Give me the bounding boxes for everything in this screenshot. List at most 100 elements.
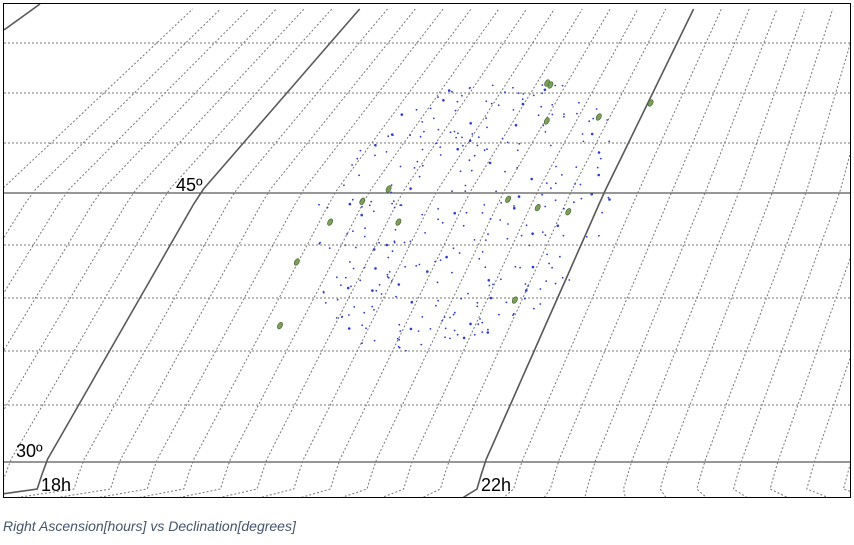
blue-point: [580, 197, 583, 200]
blue-point: [456, 333, 459, 336]
blue-point: [392, 200, 395, 203]
blue-point: [484, 266, 487, 269]
green-point: [565, 208, 572, 216]
blue-point: [596, 166, 599, 169]
green-point: [277, 321, 283, 330]
blue-point: [501, 137, 504, 140]
ra-minor-meridian: [4, 8, 277, 352]
ra-minor-meridian: [17, 8, 388, 497]
blue-point: [527, 285, 529, 287]
blue-point: [512, 86, 514, 89]
blue-point: [581, 133, 584, 135]
blue-point: [551, 104, 554, 106]
blue-point: [456, 100, 459, 103]
blue-point: [489, 218, 492, 221]
blue-point: [461, 94, 463, 97]
blue-point: [391, 250, 394, 253]
blue-point: [467, 292, 469, 295]
blue-point: [498, 313, 500, 316]
blue-point: [532, 94, 535, 97]
blue-point: [378, 241, 380, 244]
blue-point: [375, 289, 378, 292]
blue-point: [385, 151, 388, 153]
blue-point: [598, 234, 600, 237]
blue-point: [490, 102, 493, 105]
blue-point: [373, 339, 376, 342]
blue-point: [545, 182, 548, 185]
blue-point: [395, 295, 397, 298]
blue-point: [348, 314, 350, 316]
ra-minor-meridian: [138, 8, 472, 497]
blue-point: [477, 136, 480, 139]
blue-point: [542, 124, 545, 127]
green-point: [647, 99, 654, 107]
ra-minor-meridian: [219, 8, 528, 497]
blue-point: [554, 84, 557, 87]
blue-point: [531, 232, 534, 235]
blue-point: [415, 264, 418, 267]
blue-point: [488, 161, 492, 165]
blue-point: [444, 327, 447, 330]
blue-point: [336, 298, 339, 301]
blue-point: [449, 131, 452, 134]
ra-minor-meridian: [544, 8, 750, 497]
blue-point: [488, 284, 491, 287]
blue-point: [437, 96, 439, 98]
ra-minor-meridian: [4, 8, 249, 294]
blue-point: [541, 231, 544, 234]
ra-major-meridian: [4, 4, 41, 31]
blue-point: [409, 240, 412, 243]
blue-point: [436, 281, 439, 284]
blue-point: [597, 173, 600, 177]
blue-point: [416, 160, 419, 163]
blue-point: [562, 234, 565, 237]
declination-gridlines: [4, 42, 850, 463]
blue-point: [559, 255, 561, 258]
blue-point: [541, 92, 543, 95]
blue-point: [359, 149, 362, 152]
blue-point: [398, 338, 401, 341]
blue-point: [421, 213, 424, 216]
ra-minor-meridian: [696, 42, 850, 497]
blue-point: [405, 349, 407, 352]
dec-label-30: 30º: [16, 441, 43, 461]
blue-point: [390, 191, 392, 194]
blue-point: [398, 323, 401, 326]
blue-point: [364, 227, 366, 230]
blue-point: [524, 283, 527, 285]
blue-point: [521, 98, 524, 101]
blue-point: [447, 89, 451, 92]
blue-point: [469, 86, 471, 89]
blue-point: [574, 183, 576, 185]
blue-point: [396, 337, 399, 340]
blue-point: [537, 114, 540, 117]
blue-point: [481, 331, 484, 333]
blue-point: [363, 266, 366, 269]
blue-point: [453, 130, 456, 133]
blue-point: [322, 291, 325, 294]
blue-point: [487, 328, 489, 331]
blue-point: [350, 285, 352, 288]
blue-point: [393, 206, 396, 209]
blue-point: [517, 195, 521, 198]
blue-point: [473, 154, 476, 157]
blue-point: [485, 117, 487, 120]
blue-point: [349, 261, 351, 263]
blue-point: [397, 283, 401, 286]
blue-point: [513, 206, 516, 210]
ra-minor-meridian: [584, 8, 778, 497]
blue-point: [346, 286, 350, 290]
ra-minor-meridian: [341, 8, 611, 497]
blue-point: [554, 199, 557, 202]
blue-point: [343, 184, 345, 187]
blue-point: [512, 109, 515, 111]
ra-minor-meridian: [4, 8, 221, 239]
blue-point: [578, 101, 580, 104]
blue-point: [451, 190, 453, 193]
blue-point: [585, 235, 588, 238]
blue-point: [439, 154, 442, 156]
blue-point: [469, 322, 472, 326]
blue-point: [518, 142, 521, 145]
ra-minor-meridian: [98, 8, 444, 497]
blue-point: [556, 224, 560, 228]
